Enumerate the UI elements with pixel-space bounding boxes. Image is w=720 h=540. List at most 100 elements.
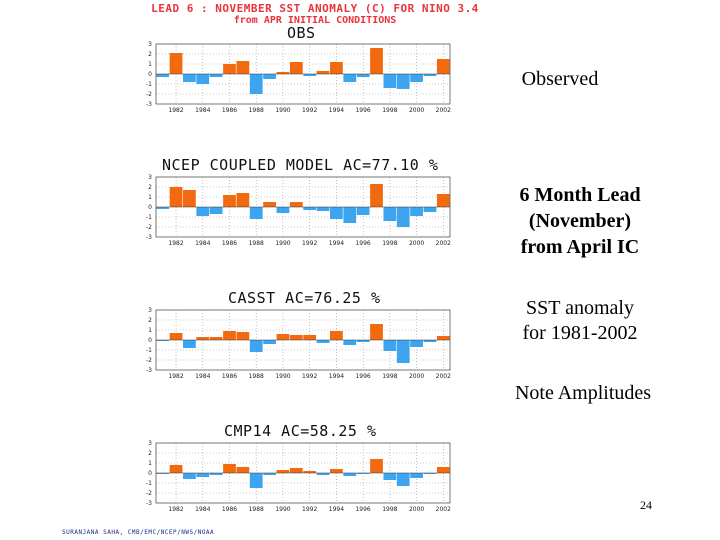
bar-1985: [209, 207, 223, 214]
bar-1992: [303, 74, 317, 76]
bar-1991: [289, 62, 303, 74]
plot-frame: [155, 442, 451, 504]
x-tick-label: 1984: [195, 373, 210, 380]
bar-1988: [249, 207, 263, 219]
chart-ncep-coupled-model: 3 2 1 0 -1 -2 -3 1982 1984 1986 1988 1990 1992 1994 19…: [146, 174, 451, 247]
bar-1998: [383, 74, 397, 88]
note-amplitudes: Note Amplitudes: [514, 382, 652, 404]
bar-1994: [330, 62, 343, 74]
x-tick-label: 1988: [249, 107, 264, 114]
x-tick-label: 1988: [249, 240, 264, 247]
bar-1991: [289, 468, 303, 473]
x-tick-label: 1992: [302, 373, 317, 380]
bar-1992: [303, 335, 317, 340]
bar-1987: [236, 193, 250, 207]
x-tick-label: 2002: [436, 240, 451, 247]
bar-2001: [423, 207, 437, 212]
bar-1984: [196, 207, 210, 216]
x-tick-label: 1984: [195, 107, 210, 114]
x-tick-label: 1982: [168, 373, 183, 380]
observed-label: Observed: [521, 68, 599, 90]
bar-1986: [223, 331, 236, 340]
x-tick-label: 1994: [329, 107, 344, 114]
bar-1989: [263, 340, 276, 344]
bar-1997: [370, 48, 383, 74]
bar-1983: [183, 74, 196, 82]
bar-1990: [276, 470, 290, 473]
lead-line-2: (November): [528, 210, 632, 232]
bar-2002: [436, 59, 450, 74]
y-tick-label: 1: [148, 194, 152, 201]
x-tick-label: 1998: [382, 506, 397, 513]
x-tick-label: 1994: [329, 373, 344, 380]
x-tick-label: 1996: [355, 373, 370, 380]
bar-1993: [316, 473, 330, 475]
y-tick-label: 0: [148, 71, 152, 78]
bar-1983: [183, 473, 196, 479]
figure-header: LEAD 6 : NOVEMBER SST ANOMALY (C) FOR NI…: [150, 2, 480, 26]
bar-1987: [236, 467, 250, 473]
bar-1984: [196, 473, 210, 477]
chart-casst: 3 2 1 0 -1 -2 -3 1982 1984 1986 1988 1990 1992 1994 19…: [146, 307, 451, 380]
x-tick-label: 2002: [436, 107, 451, 114]
bar-2002: [436, 194, 450, 207]
y-tick-label: -3: [146, 101, 152, 108]
bar-1995: [343, 340, 357, 345]
bar-2002: [436, 467, 450, 473]
plot-frame: [155, 309, 451, 371]
y-tick-label: -2: [146, 91, 152, 98]
x-tick-label: 1984: [195, 240, 210, 247]
bar-2001: [423, 74, 437, 76]
y-tick-label: -3: [146, 367, 152, 374]
x-tick-label: 1986: [222, 373, 237, 380]
bar-1990: [276, 334, 290, 340]
page-number: 24: [640, 498, 652, 512]
header-title: LEAD 6 : NOVEMBER SST ANOMALY (C) FOR NI…: [151, 2, 479, 15]
sst-line-2: for 1981-2002: [522, 322, 638, 344]
bar-1983: [183, 190, 196, 207]
x-tick-label: 1982: [168, 240, 183, 247]
bar-1995: [343, 473, 357, 476]
bar-1998: [383, 473, 397, 480]
x-tick-label: 2000: [409, 107, 424, 114]
bar-1999: [396, 74, 410, 89]
bar-1993: [316, 71, 330, 74]
bar-1997: [370, 324, 383, 340]
bar-1981: [156, 473, 170, 474]
y-tick-label: -2: [146, 224, 152, 231]
bar-1999: [396, 340, 410, 363]
bar-2000: [410, 340, 423, 347]
bar-1988: [249, 340, 263, 352]
y-tick-label: -1: [146, 214, 152, 221]
bar-1982: [169, 465, 183, 473]
x-tick-label: 2002: [436, 373, 451, 380]
bar-1981: [156, 340, 170, 341]
bar-1989: [263, 473, 276, 475]
bar-1996: [356, 74, 370, 77]
chart-cmp14: 3 2 1 0 -1 -2 -3 1982 1984 1986 1988 1990 1992 1994 19…: [146, 440, 451, 513]
bar-1983: [183, 340, 196, 348]
lead-line-1: 6 Month Lead: [519, 184, 641, 206]
x-tick-label: 1992: [302, 240, 317, 247]
bar-2000: [410, 473, 423, 478]
bar-1992: [303, 471, 317, 473]
bar-2002: [436, 336, 450, 340]
x-tick-label: 1988: [249, 506, 264, 513]
bar-1997: [370, 184, 383, 207]
bar-1984: [196, 337, 210, 340]
bar-1987: [236, 61, 250, 74]
y-tick-label: 1: [148, 61, 152, 68]
bar-1984: [196, 74, 210, 84]
bar-1986: [223, 195, 236, 207]
bar-1993: [316, 340, 330, 343]
x-tick-label: 1982: [168, 506, 183, 513]
bar-1995: [343, 74, 357, 82]
panel-title-obs: OBS: [287, 24, 316, 42]
x-tick-label: 1998: [382, 240, 397, 247]
y-tick-label: -1: [146, 81, 152, 88]
panel-title-ncep: NCEP COUPLED MODEL AC=77.10 %: [162, 156, 439, 174]
x-tick-label: 1996: [355, 107, 370, 114]
x-tick-label: 1988: [249, 373, 264, 380]
x-tick-label: 1984: [195, 506, 210, 513]
